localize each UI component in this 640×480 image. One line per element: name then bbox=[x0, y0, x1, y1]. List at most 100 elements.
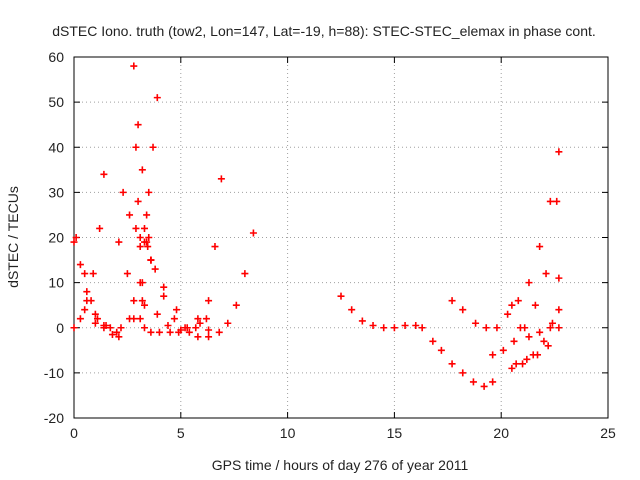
y-tick-label: 40 bbox=[48, 139, 64, 155]
data-point bbox=[175, 328, 183, 336]
data-point bbox=[108, 331, 116, 339]
data-point bbox=[76, 261, 84, 269]
y-tick-label: -20 bbox=[44, 410, 64, 426]
data-point bbox=[136, 315, 144, 323]
data-point bbox=[138, 279, 146, 287]
data-point bbox=[140, 324, 148, 332]
data-point bbox=[544, 342, 552, 350]
data-point bbox=[205, 297, 213, 305]
data-point bbox=[183, 324, 191, 332]
data-point bbox=[412, 321, 420, 329]
data-point bbox=[192, 324, 200, 332]
data-point bbox=[166, 328, 174, 336]
data-point bbox=[401, 321, 409, 329]
data-point bbox=[448, 297, 456, 305]
data-point bbox=[516, 324, 524, 332]
data-point bbox=[70, 324, 78, 332]
data-point bbox=[504, 310, 512, 318]
data-point bbox=[134, 121, 142, 129]
data-point bbox=[555, 148, 563, 156]
data-point bbox=[215, 328, 223, 336]
data-point bbox=[369, 321, 377, 329]
x-tick-label: 15 bbox=[387, 425, 403, 441]
data-point bbox=[123, 270, 131, 278]
data-point bbox=[151, 265, 159, 273]
data-point bbox=[160, 283, 168, 291]
data-point bbox=[249, 229, 257, 237]
data-point bbox=[72, 234, 80, 241]
data-point bbox=[102, 321, 110, 329]
data-point bbox=[525, 333, 533, 341]
data-point bbox=[126, 211, 134, 219]
data-series bbox=[337, 292, 426, 332]
data-point bbox=[211, 243, 219, 251]
data-point bbox=[523, 355, 531, 363]
data-series bbox=[153, 175, 225, 336]
data-point bbox=[155, 328, 163, 336]
data-point bbox=[87, 297, 95, 305]
data-series bbox=[194, 229, 257, 336]
data-point bbox=[140, 224, 148, 232]
chart-title: dSTEC Iono. truth (tow2, Lon=147, Lat=-1… bbox=[52, 23, 596, 39]
data-point bbox=[185, 328, 193, 336]
x-tick-label: 0 bbox=[70, 425, 78, 441]
data-point bbox=[138, 297, 146, 305]
data-point bbox=[173, 306, 181, 314]
data-point bbox=[380, 324, 388, 332]
data-point bbox=[493, 324, 501, 332]
data-point bbox=[534, 351, 542, 359]
data-point bbox=[196, 319, 204, 327]
data-point bbox=[147, 328, 155, 336]
data-series bbox=[448, 148, 563, 332]
data-point bbox=[143, 211, 151, 219]
data-point bbox=[76, 315, 84, 323]
data-point bbox=[145, 234, 153, 241]
data-series bbox=[489, 197, 561, 359]
data-point bbox=[126, 315, 134, 323]
data-point bbox=[531, 301, 539, 309]
data-series bbox=[70, 170, 108, 332]
data-point bbox=[96, 224, 104, 232]
x-tick-label: 10 bbox=[280, 425, 296, 441]
data-point bbox=[469, 378, 477, 386]
data-point bbox=[117, 324, 125, 332]
data-point bbox=[147, 256, 155, 264]
data-point bbox=[224, 319, 232, 327]
data-point bbox=[81, 306, 89, 314]
data-point bbox=[241, 270, 249, 278]
data-point bbox=[540, 337, 548, 345]
data-point bbox=[459, 369, 467, 377]
data-point bbox=[145, 188, 153, 196]
data-point bbox=[170, 315, 178, 323]
data-point bbox=[194, 333, 202, 341]
data-series bbox=[119, 188, 155, 264]
data-point bbox=[100, 170, 108, 178]
data-series bbox=[147, 256, 213, 341]
data-point bbox=[358, 317, 366, 325]
data-point bbox=[130, 297, 138, 305]
data-point bbox=[89, 270, 97, 278]
data-point bbox=[510, 337, 518, 345]
data-point bbox=[480, 382, 488, 390]
data-point bbox=[459, 306, 467, 314]
data-series bbox=[429, 337, 497, 390]
data-series bbox=[512, 306, 563, 368]
data-point bbox=[115, 333, 123, 341]
data-point bbox=[205, 333, 213, 341]
data-point bbox=[136, 243, 144, 251]
data-points bbox=[70, 62, 563, 390]
data-point bbox=[390, 324, 398, 332]
data-point bbox=[93, 315, 101, 323]
data-series bbox=[508, 301, 563, 341]
y-tick-label: 30 bbox=[48, 184, 64, 200]
data-point bbox=[91, 310, 99, 318]
data-point bbox=[140, 301, 148, 309]
data-series bbox=[140, 94, 161, 232]
data-point bbox=[418, 324, 426, 332]
axis-ticks: 0 5 10 15 20 25 -20 -10 0 10 20 30 40 50 60 bbox=[44, 49, 616, 441]
data-point bbox=[160, 292, 168, 300]
data-point bbox=[348, 306, 356, 314]
data-point bbox=[525, 279, 533, 287]
x-axis-label: GPS time / hours of day 276 of year 2011 bbox=[212, 457, 469, 473]
data-point bbox=[337, 292, 345, 300]
